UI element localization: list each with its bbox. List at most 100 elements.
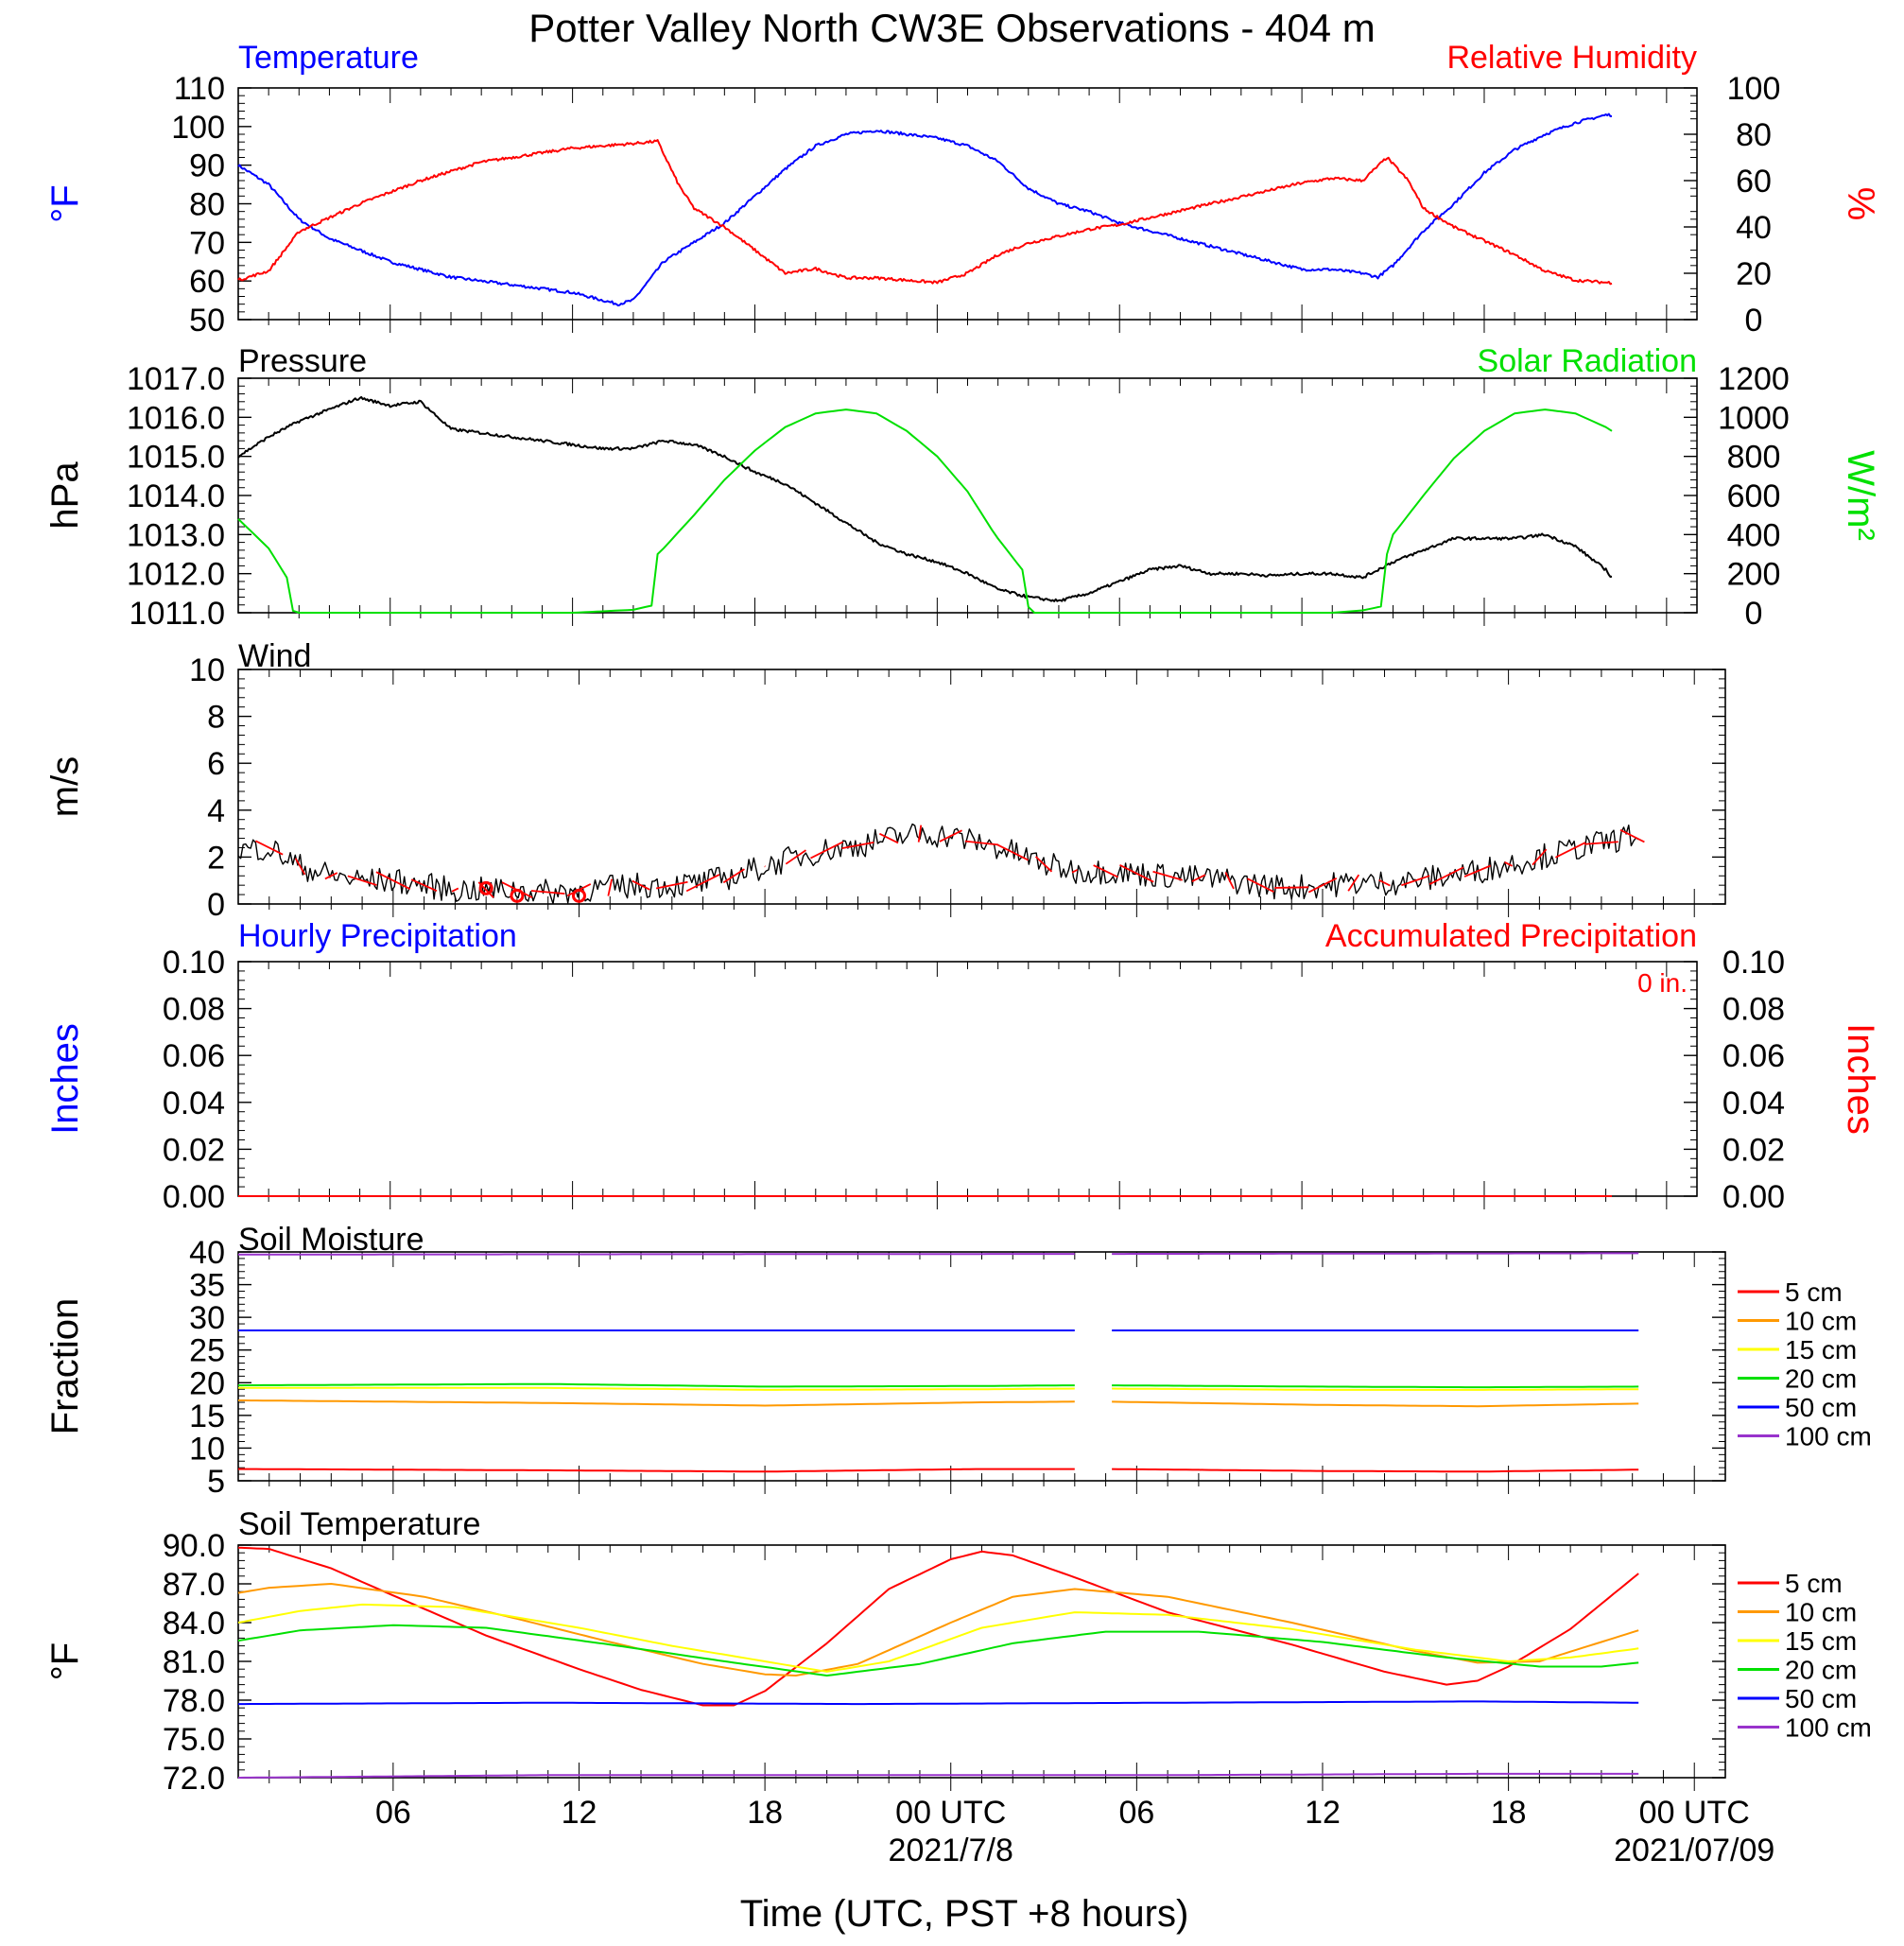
wind-barb <box>1401 875 1430 887</box>
wind-barb <box>530 890 565 895</box>
wind-barb <box>1247 877 1274 893</box>
legend-label: 50 cm <box>1785 1684 1857 1713</box>
y-tick-label: 30 <box>189 1300 225 1336</box>
y-tick-label: 1015.0 <box>127 440 225 476</box>
y-tick-label: 8 <box>207 700 225 736</box>
series-line-20-cm <box>237 1382 1075 1388</box>
y-tick-label: 90.0 <box>163 1528 225 1564</box>
x-tick-label: 12 <box>1305 1795 1341 1831</box>
y-tick-label: 1017.0 <box>127 361 225 397</box>
series-line-15-cm <box>238 1386 1075 1391</box>
series-line-20-cm <box>237 1624 1639 1677</box>
panel-title-left: Wind <box>238 638 311 674</box>
y-tick-label-right: 0 <box>1745 303 1763 339</box>
y-axis-label-left: °F <box>44 184 86 222</box>
y-axis-label-left: hPa <box>44 461 86 530</box>
legend-label: 100 cm <box>1785 1422 1872 1451</box>
y-tick-label: 90 <box>189 148 225 184</box>
y-tick-label: 10 <box>189 1431 225 1467</box>
accumulated-total-label: 0 in. <box>1637 968 1688 998</box>
panel-title-left: Soil Moisture <box>238 1222 424 1258</box>
wind-barb <box>1555 842 1586 859</box>
plot-frame <box>237 961 1698 1197</box>
legend-label: 10 cm <box>1785 1598 1857 1627</box>
panel-wind: 0 2 4 6 8 10 Wind m/s <box>44 638 1726 923</box>
y-tick-label: 35 <box>189 1268 225 1304</box>
series-line-100-cm <box>237 1772 1639 1779</box>
y-tick-label: 1014.0 <box>127 478 225 514</box>
plot-frame <box>237 87 1698 321</box>
x-tick-label: 18 <box>747 1795 783 1831</box>
y-tick-label-right: 0.10 <box>1722 945 1785 981</box>
y-tick-label-right: 600 <box>1727 478 1781 514</box>
y-tick-label-right: 1200 <box>1718 361 1790 397</box>
y-axis-label-left: m/s <box>44 756 86 817</box>
y-tick-label: 0 <box>207 887 225 923</box>
wind-barb <box>1307 877 1338 894</box>
wind-barb <box>917 825 923 843</box>
wind-barb <box>1584 841 1618 845</box>
legend-label: 15 cm <box>1785 1626 1857 1656</box>
y-tick-label: 70 <box>189 225 225 261</box>
wind-barb <box>1034 856 1053 873</box>
y-tick-label: 110 <box>174 71 225 107</box>
y-tick-label: 50 <box>189 303 225 339</box>
y-axis-label-left: Fraction <box>44 1298 86 1435</box>
y-tick-label-right: 0.02 <box>1722 1132 1785 1168</box>
wind-barb <box>996 843 1029 861</box>
y-tick-label: 80 <box>189 187 225 223</box>
wind-barb <box>632 879 650 891</box>
series-line-10-cm <box>1112 1400 1639 1408</box>
y-axis-label-left: °F <box>44 1642 86 1680</box>
series-line-temperature <box>237 113 1613 307</box>
wind-barb <box>1463 864 1491 877</box>
y-tick-label-right: 40 <box>1736 210 1772 246</box>
legend-label: 20 cm <box>1785 1656 1857 1685</box>
y-tick-label: 0.06 <box>163 1038 225 1074</box>
panel-title-right: Accumulated Precipitation <box>1325 918 1697 954</box>
legend-label: 20 cm <box>1785 1364 1857 1394</box>
y-tick-label: 10 <box>189 652 225 688</box>
wind-barb <box>1347 874 1360 892</box>
x-tick-label: 12 <box>562 1795 597 1831</box>
wind-barb <box>451 887 459 893</box>
legend-label: 15 cm <box>1785 1335 1857 1364</box>
x-axis-label: Time (UTC, PST +8 hours) <box>740 1893 1189 1935</box>
wind-barb <box>722 868 745 884</box>
y-tick-label: 1011.0 <box>130 596 225 632</box>
x-date-label: 2021/07/09 <box>1614 1833 1774 1868</box>
y-tick-label: 84.0 <box>163 1606 225 1642</box>
chart-title: Potter Valley North CW3E Observations - … <box>528 6 1376 50</box>
y-tick-label-right: 100 <box>1727 71 1781 107</box>
y-tick-label: 0.04 <box>163 1086 225 1121</box>
panel-soil_temp: 72.075.078.081.084.087.090.0 Soil Tempera… <box>44 1506 1872 1797</box>
y-tick-label: 0.08 <box>163 992 225 1028</box>
series-line-5-cm <box>238 1468 1075 1473</box>
y-tick-label: 20 <box>189 1365 225 1401</box>
x-tick-label: 06 <box>1118 1795 1154 1831</box>
plot-frame <box>237 1251 1726 1482</box>
wind-barb <box>1274 886 1309 889</box>
y-axis-label-right: W/m² <box>1840 450 1881 541</box>
wind-barb <box>254 840 284 856</box>
y-tick-label: 2 <box>207 840 225 876</box>
calm-wind-marker <box>510 888 525 903</box>
wind-barb <box>655 880 688 890</box>
y-tick-label: 87.0 <box>163 1567 225 1603</box>
y-axis-label-left: Inches <box>44 1023 86 1135</box>
plot-frame <box>237 377 1698 614</box>
y-tick-label-right: 20 <box>1736 256 1772 292</box>
series-line-10-cm <box>237 1583 1639 1677</box>
series-line-wind <box>237 823 1639 905</box>
series-line-10-cm <box>238 1399 1075 1407</box>
y-tick-label-right: 0 <box>1745 596 1763 632</box>
wind-barb <box>785 849 806 865</box>
y-tick-label-right: 80 <box>1736 117 1772 153</box>
wind-barb <box>410 878 438 893</box>
y-axis-label-right: % <box>1840 187 1881 221</box>
y-axis-label-right: Inches <box>1840 1023 1881 1135</box>
y-tick-label: 81.0 <box>163 1644 225 1680</box>
y-tick-label: 0.00 <box>163 1179 225 1215</box>
